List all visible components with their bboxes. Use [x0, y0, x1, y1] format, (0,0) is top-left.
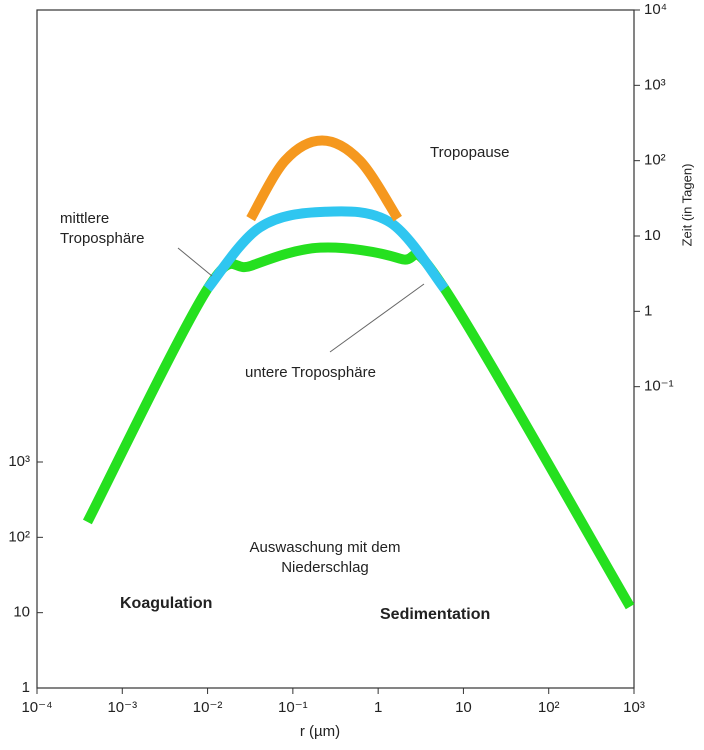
annotation: Auswaschung mit dem — [250, 539, 401, 556]
y2-tick-label: 10⁴ — [644, 1, 667, 18]
y2-tick-label: 1 — [644, 302, 652, 319]
series-line — [82, 242, 635, 610]
x-tick-label: 10⁻⁴ — [21, 699, 52, 716]
annotation: Tropopause — [430, 144, 510, 161]
x-tick-label: 10³ — [623, 699, 645, 716]
x-tick-label: 10⁻¹ — [278, 699, 308, 716]
y-tick-label: 1 — [22, 679, 30, 696]
y2-tick-label: 10 — [644, 227, 661, 244]
x-axis-label: r (µm) — [300, 723, 340, 740]
leader-line — [177, 247, 213, 277]
annotation: Koagulation — [120, 595, 212, 612]
y2-tick-label: 10³ — [644, 76, 666, 93]
annotation: Sedimentation — [380, 606, 490, 623]
annotation: Niederschlag — [281, 559, 369, 576]
series-line — [203, 206, 449, 292]
x-tick-label: 10⁻² — [193, 699, 223, 716]
x-tick-label: 1 — [374, 699, 382, 716]
series-line — [246, 135, 403, 222]
y-tick-label: 10 — [13, 604, 30, 621]
x-tick-label: 10⁻³ — [107, 699, 137, 716]
x-tick-label: 10² — [538, 699, 560, 716]
y-tick-label: 10² — [8, 528, 30, 545]
y-tick-label: 10³ — [8, 453, 30, 470]
y2-axis-label: Zeit (in Tagen) — [679, 164, 694, 247]
plot-frame — [36, 9, 635, 689]
annotation: untere Troposphäre — [245, 364, 376, 381]
y2-tick-label: 10⁻¹ — [644, 378, 674, 395]
x-tick-label: 10 — [455, 699, 472, 716]
y2-tick-label: 10² — [644, 152, 666, 169]
annotation: Troposphäre — [60, 230, 145, 247]
leader-line — [329, 283, 425, 353]
annotation: mittlere — [60, 210, 109, 227]
